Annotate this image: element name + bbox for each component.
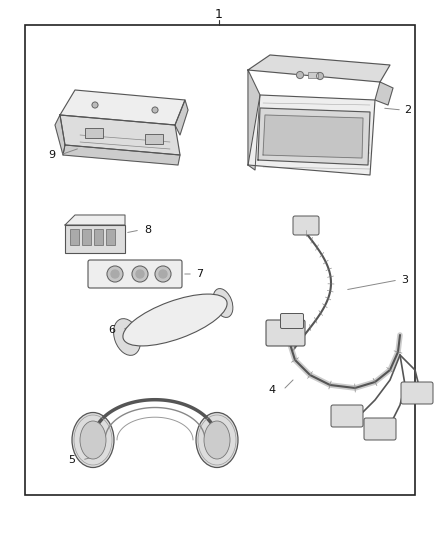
Circle shape xyxy=(111,270,119,278)
Polygon shape xyxy=(248,55,390,82)
Text: 7: 7 xyxy=(196,269,204,279)
Ellipse shape xyxy=(213,288,233,318)
Bar xyxy=(82,229,91,245)
Polygon shape xyxy=(65,215,125,225)
Bar xyxy=(25,25,415,495)
Polygon shape xyxy=(55,115,65,155)
Polygon shape xyxy=(375,82,393,105)
Circle shape xyxy=(92,102,98,108)
Ellipse shape xyxy=(113,319,141,356)
FancyBboxPatch shape xyxy=(401,382,433,404)
Polygon shape xyxy=(248,95,375,175)
Circle shape xyxy=(136,270,144,278)
Polygon shape xyxy=(60,115,180,155)
FancyBboxPatch shape xyxy=(88,260,182,288)
Circle shape xyxy=(159,270,167,278)
Circle shape xyxy=(132,266,148,282)
Polygon shape xyxy=(248,70,260,170)
Ellipse shape xyxy=(196,413,238,467)
Circle shape xyxy=(297,71,304,78)
Bar xyxy=(106,229,115,245)
Ellipse shape xyxy=(72,413,114,467)
Text: 5: 5 xyxy=(68,455,75,465)
Bar xyxy=(145,134,163,144)
Polygon shape xyxy=(258,108,370,165)
Ellipse shape xyxy=(123,294,227,346)
Ellipse shape xyxy=(80,421,106,459)
Polygon shape xyxy=(263,115,363,158)
FancyBboxPatch shape xyxy=(266,320,305,346)
Polygon shape xyxy=(175,100,188,135)
Text: 1: 1 xyxy=(215,9,223,21)
Ellipse shape xyxy=(204,421,230,459)
FancyBboxPatch shape xyxy=(331,405,363,427)
Bar xyxy=(308,72,318,78)
Polygon shape xyxy=(60,90,185,125)
FancyBboxPatch shape xyxy=(280,313,304,328)
FancyBboxPatch shape xyxy=(293,216,319,235)
Circle shape xyxy=(317,72,324,79)
FancyBboxPatch shape xyxy=(364,418,396,440)
Bar xyxy=(85,128,103,138)
Bar xyxy=(65,225,125,253)
Text: 2: 2 xyxy=(404,105,412,115)
Text: 9: 9 xyxy=(49,150,56,160)
Bar xyxy=(70,229,79,245)
Text: 6: 6 xyxy=(109,325,116,335)
Text: 3: 3 xyxy=(402,275,409,285)
Circle shape xyxy=(152,107,158,113)
Text: 4: 4 xyxy=(268,385,276,395)
Text: 8: 8 xyxy=(145,225,152,235)
Polygon shape xyxy=(63,145,180,165)
Circle shape xyxy=(107,266,123,282)
Circle shape xyxy=(155,266,171,282)
Bar xyxy=(94,229,103,245)
